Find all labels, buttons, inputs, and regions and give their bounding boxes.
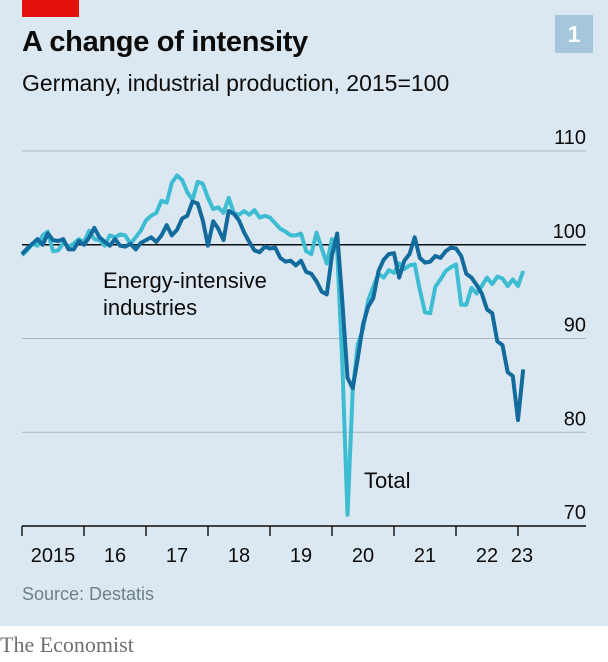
y-tick-label-70: 70 [564,502,586,524]
series-lines [20,173,526,517]
x-tick-label-21: 21 [414,545,436,567]
annotation-line: Total [364,468,410,493]
x-tick-label-22: 22 [476,545,498,567]
source-note: Source: Destatis [22,584,155,604]
x-tick-label-16: 16 [104,545,126,567]
chart-number-badge: 1 [555,15,593,53]
series-line-energy-intensive [20,173,526,517]
x-tick-label-17: 17 [166,545,188,567]
brand-red-tag [22,0,79,17]
y-tick-label-100: 100 [553,221,586,243]
x-tick-label-20: 20 [352,545,374,567]
y-tick-label-80: 80 [564,408,586,430]
annotation-total: Total [364,468,410,493]
publisher-wordmark: The Economist [0,632,134,657]
x-tick-label-23: 23 [511,545,533,567]
y-tick-label-90: 90 [564,315,586,337]
line-chart: 70 80 90 100 110 2015 16 17 18 19 20 21 22 23 Energy… [20,127,586,567]
series-line-total [20,199,526,423]
series-annotations: Energy-intensive industries Total [103,268,410,493]
y-axis-tick-labels: 70 80 90 100 110 [553,127,586,524]
annotation-line: Energy-intensive [103,268,267,293]
x-tick-label-18: 18 [228,545,250,567]
x-tick-label-2015: 2015 [31,545,76,567]
annotation-line: industries [103,295,197,320]
annotation-energy-intensive: Energy-intensive industries [103,268,267,320]
chart-panel [0,0,608,626]
chart-subtitle: Germany, industrial production, 2015=100 [22,70,450,96]
x-tick-label-19: 19 [290,545,312,567]
x-axis: 2015 16 17 18 19 20 21 22 23 [21,525,586,567]
y-tick-label-110: 110 [554,127,586,149]
chart-title: A change of intensity [22,26,308,58]
